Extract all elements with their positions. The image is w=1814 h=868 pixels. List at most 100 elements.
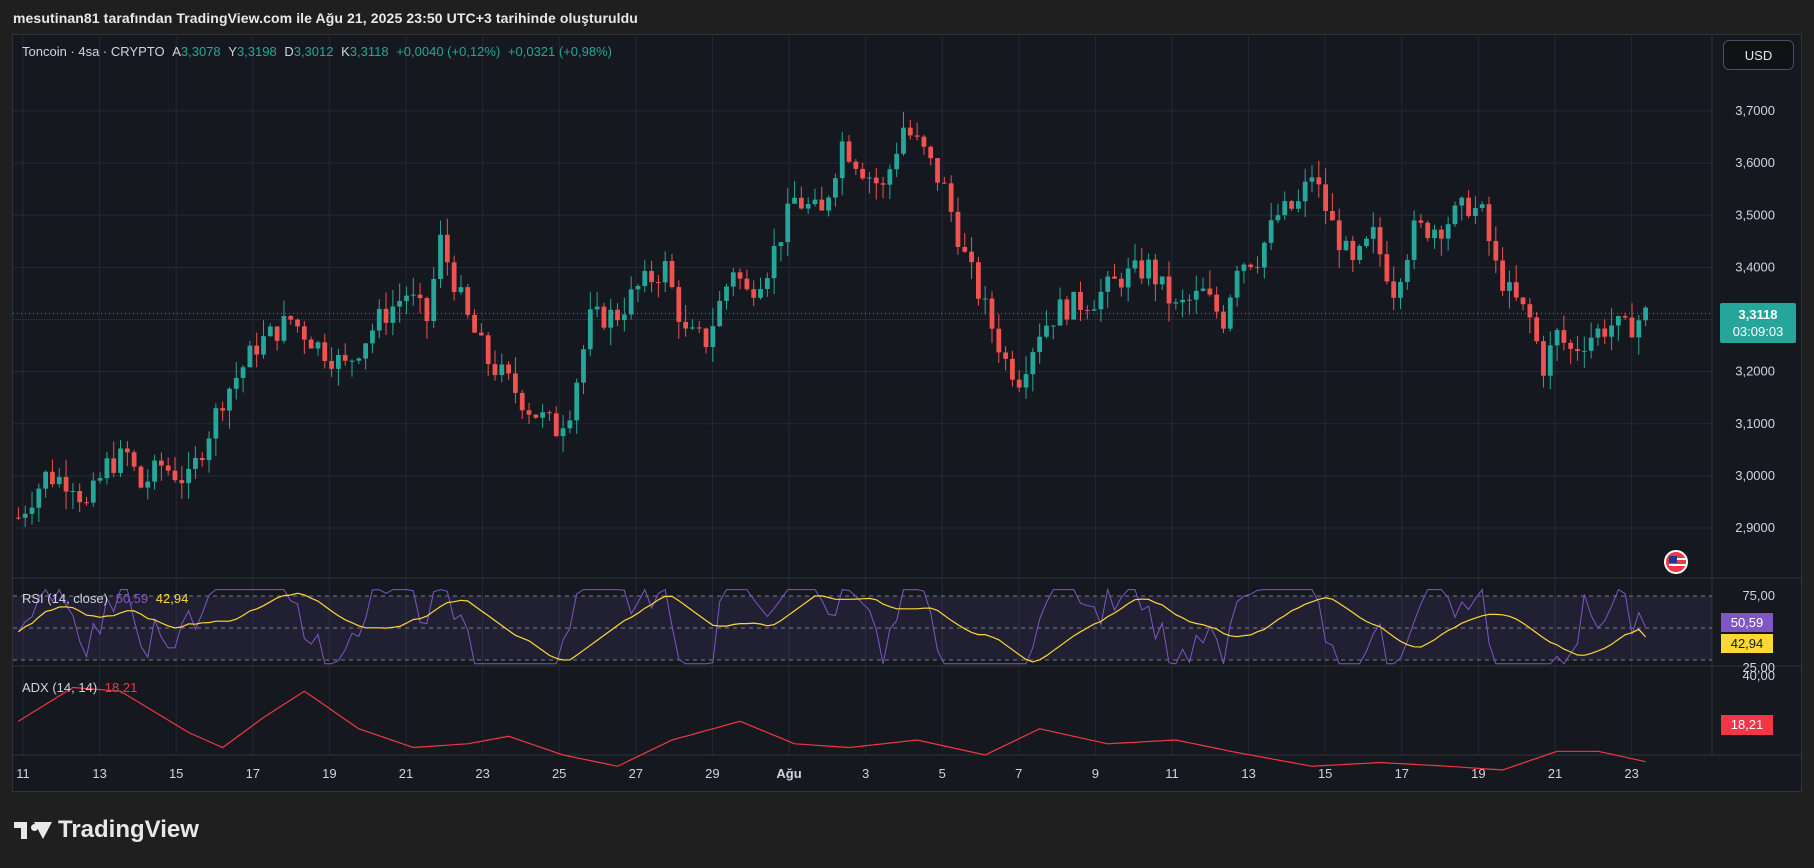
candle-body bbox=[301, 326, 307, 340]
open-value: 3,3078 bbox=[180, 44, 221, 59]
candle-body bbox=[969, 251, 974, 263]
candle-body bbox=[404, 295, 409, 302]
x-tick-label: 21 bbox=[399, 766, 413, 781]
candle-body bbox=[1507, 282, 1512, 291]
candle-body bbox=[1418, 220, 1424, 223]
candle-body bbox=[288, 316, 294, 320]
candle-body bbox=[1554, 330, 1560, 346]
candle-body bbox=[751, 289, 757, 298]
candle-body bbox=[36, 488, 42, 508]
candle-body bbox=[649, 270, 654, 283]
currency-button[interactable]: USD bbox=[1723, 40, 1794, 70]
candle-body bbox=[1016, 379, 1022, 388]
x-tick-label: 3 bbox=[862, 766, 869, 781]
candle-body bbox=[1289, 201, 1294, 209]
candle-body bbox=[274, 326, 280, 341]
candle-body bbox=[261, 336, 266, 355]
candle-body bbox=[1091, 309, 1097, 311]
candle-body bbox=[431, 278, 437, 322]
y-tick-label: 3,5000 bbox=[1735, 207, 1775, 222]
candle-body bbox=[458, 287, 464, 293]
candle-body bbox=[1295, 201, 1301, 209]
candle-body bbox=[247, 345, 253, 368]
x-tick-label: 17 bbox=[1395, 766, 1409, 781]
candle-body bbox=[1173, 302, 1179, 304]
candle-body bbox=[764, 278, 770, 289]
candle-body bbox=[138, 466, 144, 488]
x-tick-label: 5 bbox=[939, 766, 946, 781]
candle-body bbox=[1438, 229, 1444, 239]
candle-body bbox=[1200, 288, 1206, 291]
candle-body bbox=[1323, 184, 1328, 211]
x-tick-label: 15 bbox=[1318, 766, 1332, 781]
candle-body bbox=[737, 272, 743, 279]
candle-body bbox=[690, 327, 695, 329]
candle-body bbox=[901, 127, 906, 154]
candle-body bbox=[1534, 317, 1540, 342]
candle-body bbox=[29, 507, 35, 514]
candle-body bbox=[1432, 229, 1437, 239]
candle-body bbox=[56, 476, 62, 485]
candle-body bbox=[1452, 205, 1458, 225]
candle-body bbox=[1316, 177, 1322, 185]
x-tick-label: 19 bbox=[1471, 766, 1485, 781]
candle-body bbox=[1602, 328, 1608, 337]
candle-body bbox=[669, 261, 675, 288]
candle-body bbox=[1425, 222, 1431, 239]
candle-body bbox=[158, 460, 164, 466]
candle-body bbox=[724, 286, 729, 301]
candle-body bbox=[1302, 181, 1308, 202]
y-tick-label: 2,9000 bbox=[1735, 520, 1775, 535]
candle-body bbox=[124, 448, 130, 453]
close-label: K bbox=[341, 44, 350, 59]
candle-body bbox=[553, 413, 559, 437]
candle-body bbox=[1445, 224, 1451, 239]
low-label: D bbox=[284, 44, 294, 59]
candle-body bbox=[1064, 299, 1070, 320]
candle-body bbox=[894, 153, 900, 170]
adx-label[interactable]: ADX (14, 14) bbox=[22, 680, 98, 695]
candle-body bbox=[1520, 297, 1526, 305]
tradingview-logo[interactable]: TradingView bbox=[14, 816, 199, 844]
candle-body bbox=[1234, 270, 1240, 298]
flag-icon[interactable] bbox=[1664, 550, 1688, 574]
candle-body bbox=[199, 457, 205, 461]
symbol-name[interactable]: Toncoin · 4sa · CRYPTO bbox=[22, 44, 165, 59]
candle-body bbox=[1255, 267, 1260, 269]
candle-body bbox=[1581, 350, 1587, 352]
candle-body bbox=[172, 470, 178, 481]
candle-body bbox=[165, 465, 171, 471]
candle-body bbox=[77, 490, 83, 503]
candle-body bbox=[499, 364, 505, 376]
candle-body bbox=[1364, 238, 1369, 247]
rsi-ma-tag: 42,94 bbox=[1721, 634, 1773, 653]
candle-body bbox=[1513, 282, 1519, 298]
candle-body bbox=[642, 270, 648, 286]
rsi-legend: RSI (14, close) 50,59 42,94 bbox=[22, 591, 188, 606]
candle-body bbox=[935, 158, 940, 183]
candle-body bbox=[928, 146, 934, 159]
candle-body bbox=[812, 199, 818, 205]
candle-body bbox=[478, 332, 484, 336]
x-tick-label: 27 bbox=[629, 766, 643, 781]
x-tick-label: 13 bbox=[1241, 766, 1255, 781]
candle-body bbox=[1547, 345, 1553, 376]
candle-body bbox=[560, 428, 566, 437]
candle-body bbox=[152, 460, 157, 482]
candle-body bbox=[1118, 278, 1124, 288]
x-tick-label: 9 bbox=[1092, 766, 1099, 781]
candle-body bbox=[819, 199, 825, 211]
candle-body bbox=[118, 448, 123, 473]
candle-body bbox=[206, 438, 212, 461]
tradingview-logo-icon bbox=[14, 819, 52, 841]
rsi-label[interactable]: RSI (14, close) bbox=[22, 591, 108, 606]
candle-body bbox=[1357, 246, 1363, 260]
candle-body bbox=[975, 262, 981, 299]
candle-body bbox=[145, 481, 151, 488]
candle-body bbox=[1384, 254, 1390, 282]
x-tick-label: 11 bbox=[16, 766, 30, 781]
candle-body bbox=[485, 335, 491, 365]
candle-body bbox=[526, 410, 532, 415]
candle-body bbox=[254, 345, 260, 355]
